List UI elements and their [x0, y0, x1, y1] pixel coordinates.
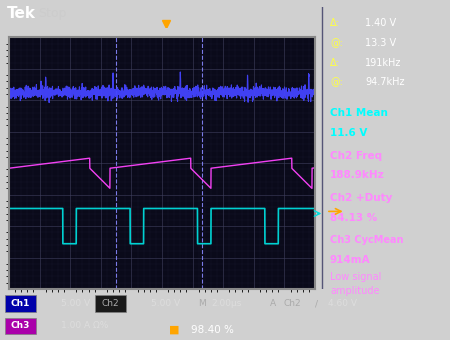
Text: amplitude: amplitude — [330, 286, 379, 296]
Text: 914mA: 914mA — [330, 255, 370, 265]
Text: Ch2: Ch2 — [101, 300, 119, 308]
Text: 4.60 V: 4.60 V — [328, 300, 357, 308]
Text: 1.40 V: 1.40 V — [365, 18, 396, 28]
Text: Ch2 Freq: Ch2 Freq — [330, 151, 382, 161]
FancyBboxPatch shape — [4, 295, 36, 312]
Text: 84.13 %: 84.13 % — [330, 213, 377, 223]
Text: 5.00 V: 5.00 V — [151, 300, 180, 308]
Text: 94.7kHz: 94.7kHz — [365, 78, 405, 87]
Text: 11.6 V: 11.6 V — [330, 128, 367, 138]
FancyBboxPatch shape — [94, 295, 126, 312]
Text: 1.00 A Ω%: 1.00 A Ω% — [61, 322, 108, 330]
Text: 98.40 %: 98.40 % — [191, 325, 234, 335]
Text: 188.9kHz: 188.9kHz — [330, 170, 385, 181]
Text: A: A — [270, 300, 276, 308]
Text: Δ:: Δ: — [330, 57, 340, 68]
Text: Stop: Stop — [38, 7, 67, 20]
Text: Δ:: Δ: — [330, 18, 340, 28]
Text: Ch2: Ch2 — [284, 300, 301, 308]
Text: 13.3 V: 13.3 V — [365, 38, 396, 48]
FancyBboxPatch shape — [4, 318, 36, 335]
Text: Ch2 +Duty: Ch2 +Duty — [330, 193, 392, 203]
Text: /: / — [315, 300, 318, 308]
Text: Ch3: Ch3 — [10, 322, 30, 330]
Text: Tek: Tek — [6, 6, 36, 21]
Text: M: M — [198, 300, 206, 308]
Text: Ch1: Ch1 — [10, 300, 30, 308]
Text: Ch3 CycMean: Ch3 CycMean — [330, 235, 404, 245]
Text: ■: ■ — [169, 325, 179, 335]
Text: 191kHz: 191kHz — [365, 57, 401, 68]
Text: 2.00μs: 2.00μs — [212, 300, 242, 308]
Text: Low signal: Low signal — [330, 272, 381, 282]
Text: @:: @: — [330, 38, 343, 48]
Text: Ch1 Mean: Ch1 Mean — [330, 108, 388, 118]
Text: @:: @: — [330, 78, 343, 87]
Text: 5.00 V: 5.00 V — [61, 300, 90, 308]
